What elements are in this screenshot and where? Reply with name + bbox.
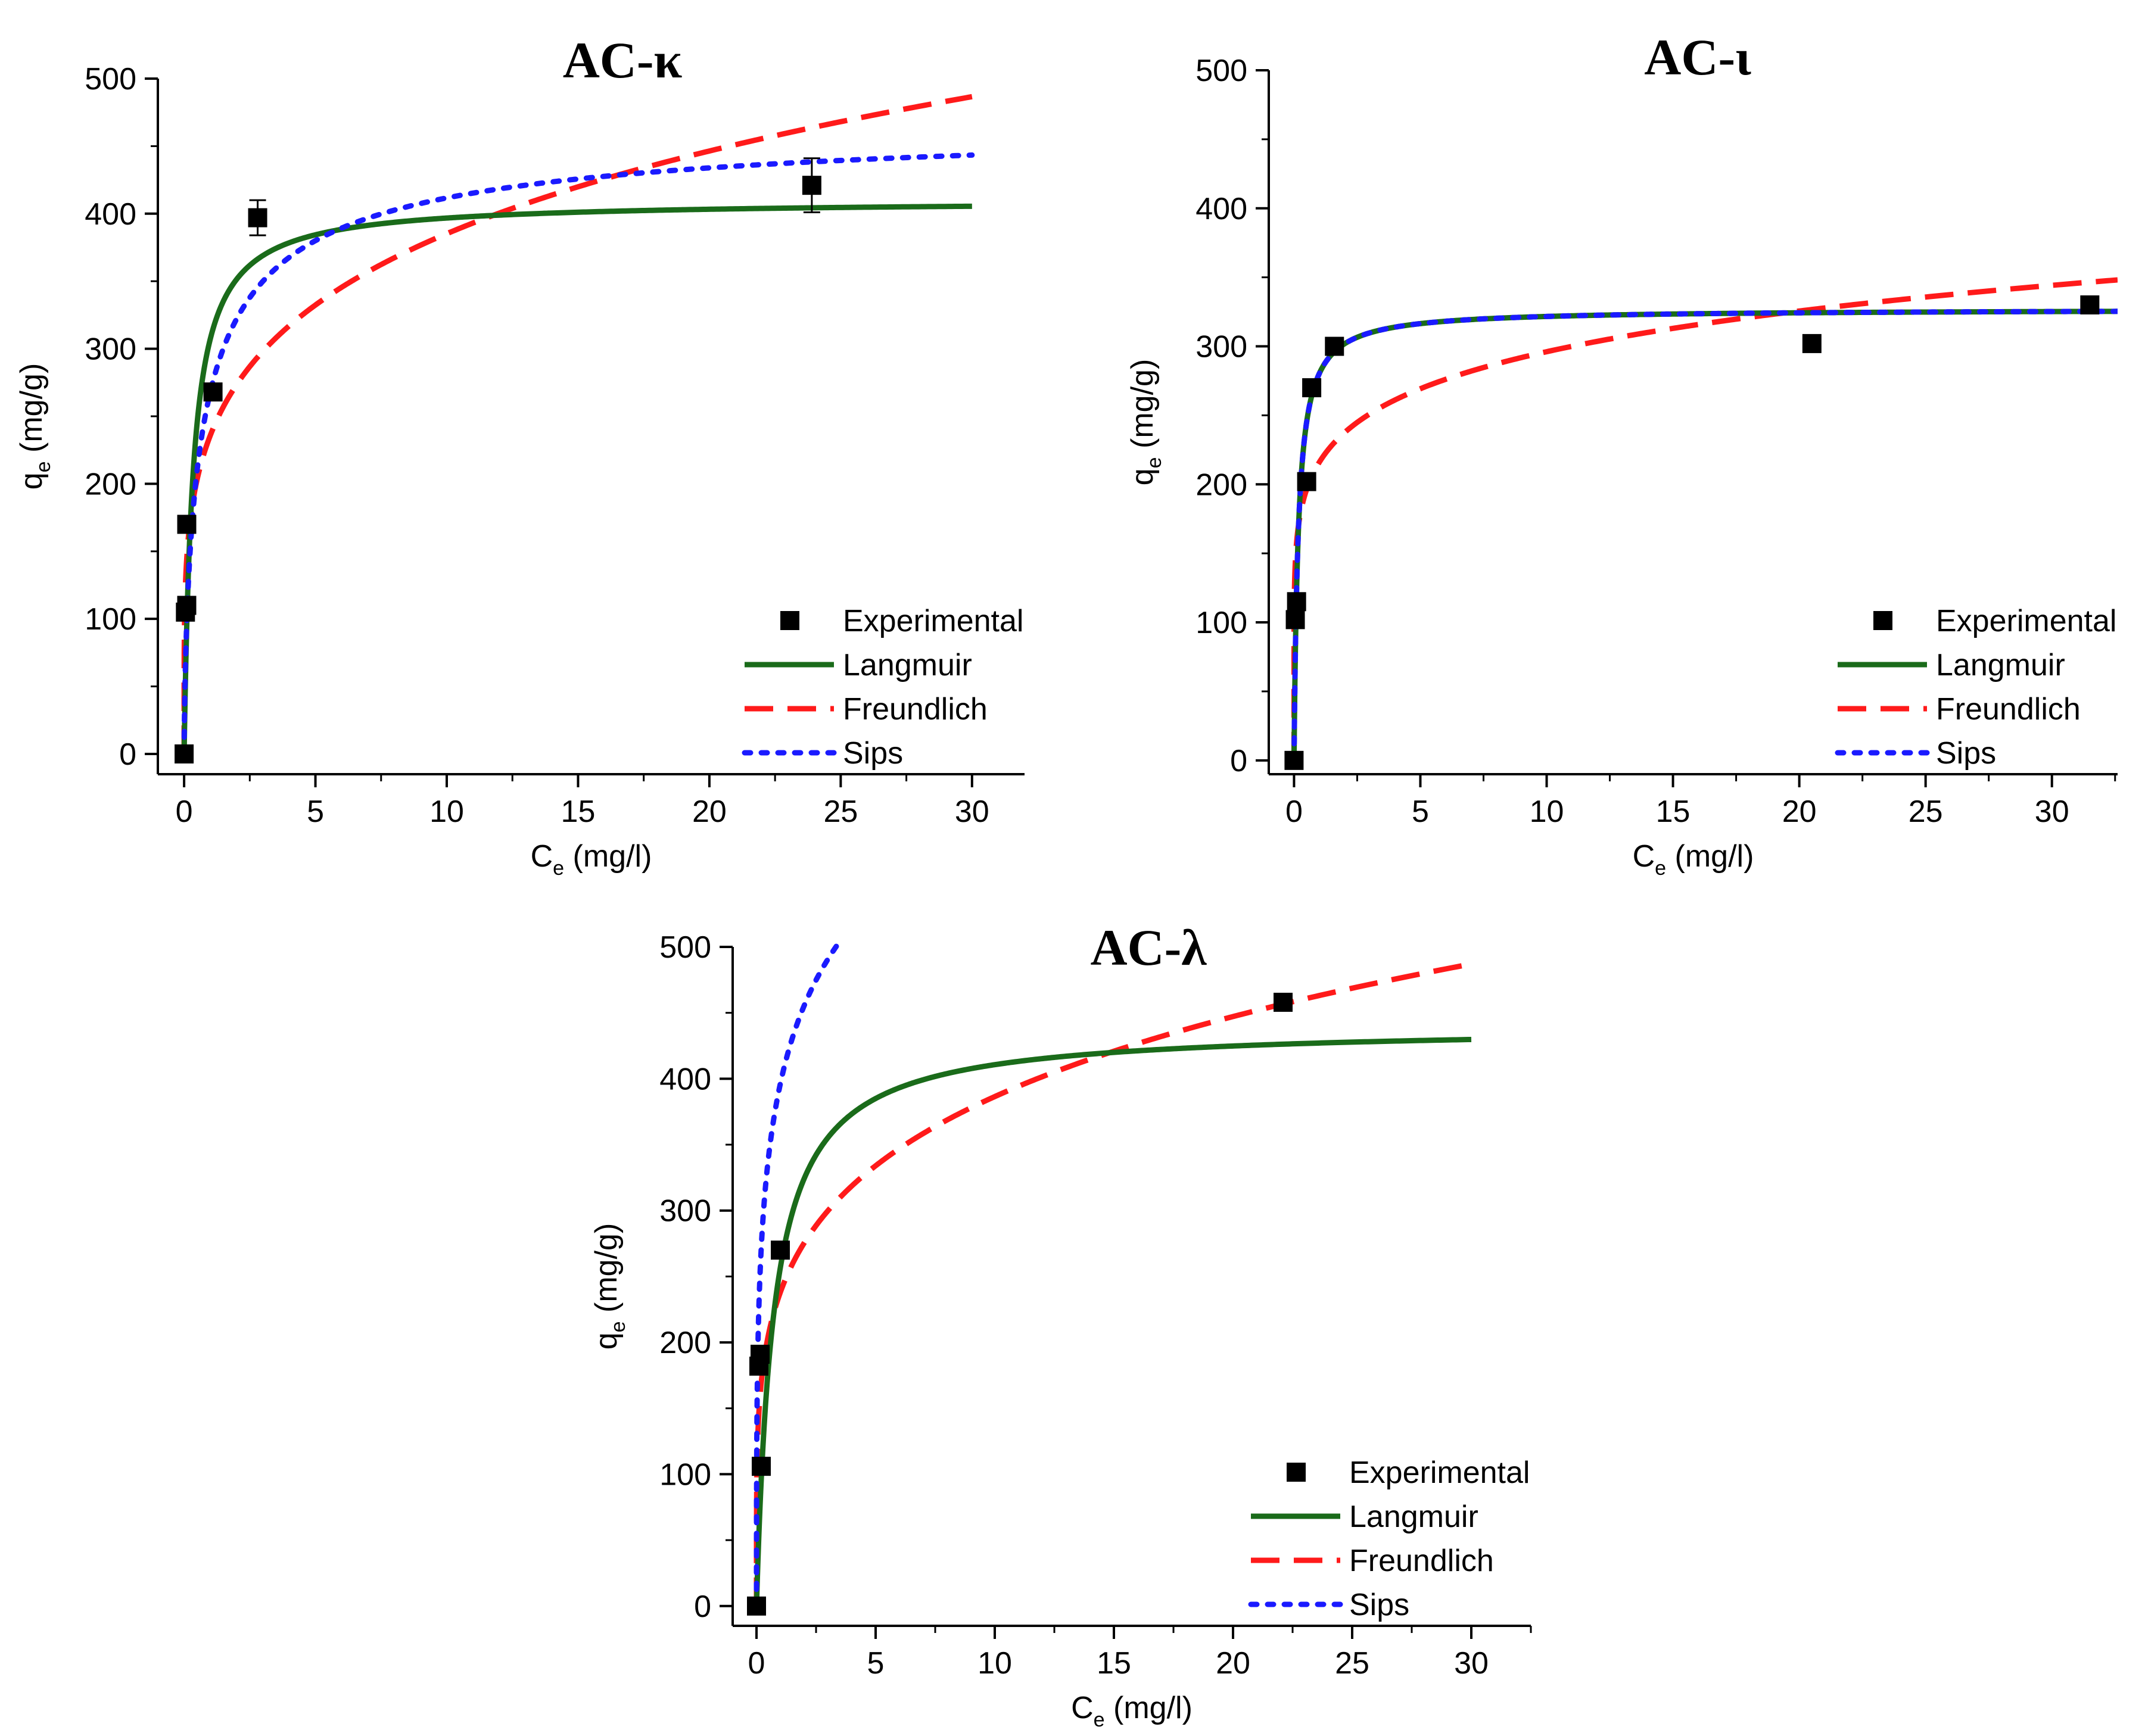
y-tick-label: 0 <box>694 1589 711 1624</box>
x-tick-label: 15 <box>1656 794 1691 829</box>
experimental-point <box>771 1241 790 1260</box>
experimental-point <box>2080 295 2100 314</box>
legend-freundlich-label: Freundlich <box>1349 1544 1494 1578</box>
x-tick-label: 30 <box>1454 1646 1489 1681</box>
freundlich-curve <box>1291 277 2118 761</box>
langmuir-curve <box>754 1036 1472 1607</box>
legend-sips-label: Sips <box>843 736 903 771</box>
experimental-point <box>1302 378 1322 398</box>
freundlich-curve <box>181 93 973 754</box>
legend-experimental-marker <box>1873 611 1892 630</box>
x-tick-label: 30 <box>2035 794 2069 829</box>
y-tick-label: 0 <box>1230 744 1247 778</box>
y-tick-label: 500 <box>1196 54 1247 88</box>
sips-curve <box>1291 308 2118 763</box>
y-tick-label: 400 <box>659 1062 711 1096</box>
y-tick-label: 500 <box>85 62 136 96</box>
x-tick-label: 20 <box>1216 1646 1250 1681</box>
y-tick-label: 200 <box>85 467 136 501</box>
experimental-point <box>1285 610 1305 629</box>
experimental-point <box>1297 472 1316 491</box>
legend-langmuir-label: Langmuir <box>843 648 972 682</box>
y-tick-label: 100 <box>659 1457 711 1492</box>
chart-title: AC-ι <box>1644 29 1751 86</box>
experimental-point <box>802 176 821 195</box>
y-tick-label: 500 <box>659 930 711 965</box>
y-tick-label: 400 <box>1196 192 1247 226</box>
langmuir-curve <box>181 203 972 755</box>
y-tick-label: 0 <box>119 737 136 772</box>
experimental-point <box>1325 336 1344 356</box>
y-axis-label: qe (mg/g) <box>1125 359 1166 486</box>
x-tick-label: 30 <box>955 794 989 829</box>
legend-experimental-marker <box>780 611 799 630</box>
experimental-point <box>752 1457 771 1476</box>
x-tick-label: 0 <box>1285 794 1303 829</box>
chart-title: AC-λ <box>1090 919 1207 976</box>
legend-sips-label: Sips <box>1349 1588 1409 1622</box>
y-tick-label: 300 <box>1196 330 1247 364</box>
x-tick-label: 25 <box>1335 1646 1369 1681</box>
x-tick-label: 15 <box>1097 1646 1131 1681</box>
x-axis-label: Ce (mg/l) <box>1071 1691 1193 1731</box>
legend-langmuir-label: Langmuir <box>1936 648 2065 682</box>
experimental-point <box>1284 750 1304 770</box>
x-tick-label: 25 <box>1909 794 1943 829</box>
experimental-point <box>751 1345 770 1364</box>
experimental-point <box>175 744 194 763</box>
x-axis-label: Ce (mg/l) <box>531 839 652 880</box>
y-tick-label: 400 <box>85 197 136 232</box>
x-tick-label: 15 <box>561 794 596 829</box>
x-tick-label: 10 <box>977 1646 1012 1681</box>
x-axis-label: Ce (mg/l) <box>1633 839 1754 880</box>
x-tick-label: 20 <box>1782 794 1817 829</box>
experimental-point <box>177 596 197 615</box>
experimental-point <box>1802 334 1822 353</box>
legend-experimental-marker <box>1287 1463 1306 1482</box>
chart-title: AC-κ <box>563 32 683 89</box>
legend-experimental-label: Experimental <box>1349 1456 1530 1490</box>
y-axis-label: qe (mg/g) <box>14 363 55 490</box>
legend-langmuir-label: Langmuir <box>1349 1500 1478 1534</box>
legend-sips-label: Sips <box>1936 736 1996 771</box>
x-tick-label: 25 <box>823 794 858 829</box>
y-tick-label: 200 <box>659 1326 711 1360</box>
legend-experimental-label: Experimental <box>1936 604 2116 638</box>
y-tick-label: 300 <box>659 1194 711 1229</box>
legend-experimental-label: Experimental <box>843 604 1023 638</box>
legend-freundlich-label: Freundlich <box>843 692 988 727</box>
experimental-point <box>248 208 267 227</box>
legend-freundlich-label: Freundlich <box>1936 692 2081 727</box>
y-tick-label: 200 <box>1196 467 1247 502</box>
x-tick-label: 0 <box>176 794 193 829</box>
experimental-point <box>1287 592 1306 612</box>
sips-curve <box>754 941 843 1609</box>
y-tick-label: 100 <box>85 602 136 637</box>
x-tick-label: 10 <box>429 794 464 829</box>
y-tick-label: 300 <box>85 332 136 367</box>
experimental-point <box>203 382 223 402</box>
x-tick-label: 20 <box>692 794 727 829</box>
x-tick-label: 5 <box>1412 794 1429 829</box>
experimental-point <box>747 1596 766 1616</box>
x-tick-label: 0 <box>748 1646 765 1681</box>
experimental-point <box>1274 992 1293 1012</box>
x-tick-label: 5 <box>307 794 324 829</box>
experimental-point <box>177 515 197 534</box>
x-tick-label: 5 <box>867 1646 885 1681</box>
y-axis-label: qe (mg/g) <box>589 1223 630 1350</box>
y-tick-label: 100 <box>1196 606 1247 640</box>
x-tick-label: 10 <box>1530 794 1564 829</box>
